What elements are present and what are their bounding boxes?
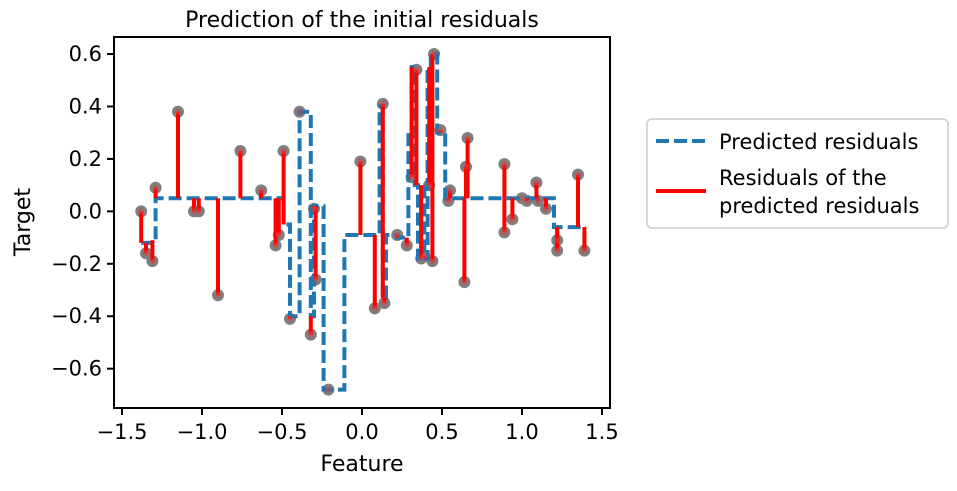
y-tick-label: 0.2 [69, 147, 102, 171]
y-tick-label: 0.4 [69, 94, 102, 118]
x-tick-label: 1.5 [585, 420, 618, 444]
data-point-center [403, 242, 410, 249]
data-point-center [509, 216, 516, 223]
x-tick-label: 1.0 [505, 420, 538, 444]
data-point-center [149, 258, 156, 265]
data-point-center [296, 108, 303, 115]
data-point-center [175, 108, 181, 115]
data-point-center [394, 231, 401, 238]
data-point-center [581, 247, 588, 254]
data-point-center [447, 187, 453, 194]
data-point-center [272, 242, 279, 249]
data-point-center [258, 187, 265, 194]
data-point-center [408, 174, 415, 181]
data-point-center [195, 208, 202, 215]
y-tick-label: −0.4 [51, 304, 102, 328]
data-point-center [554, 247, 561, 254]
x-tick-label: 0.5 [425, 420, 458, 444]
data-point-center [543, 205, 549, 212]
legend-label-residuals-line2: predicted residuals [719, 194, 919, 218]
data-point-center [307, 331, 314, 338]
y-tick-label: −0.2 [51, 252, 102, 276]
data-point-center [501, 229, 508, 236]
data-point-center [237, 148, 244, 155]
plot-area [135, 48, 591, 396]
data-point-center [437, 127, 444, 134]
data-point-center [461, 279, 468, 286]
data-point-center [533, 179, 540, 186]
data-point-center [381, 300, 388, 307]
data-point-center [143, 250, 149, 257]
data-point-center [287, 315, 293, 322]
data-point-center [523, 197, 530, 204]
data-point-center [535, 197, 541, 204]
data-point-center [426, 182, 433, 189]
x-axis-label: Feature [320, 452, 403, 477]
data-point-center [275, 231, 282, 238]
data-point-center [575, 171, 581, 178]
data-point-center [554, 237, 561, 244]
data-point-center [463, 163, 469, 170]
data-point-center [138, 208, 145, 215]
data-point-center [215, 292, 221, 299]
y-axis-label: Target [11, 188, 36, 257]
data-point-center [325, 386, 332, 393]
predicted-residuals-line [141, 52, 586, 392]
y-axis: −0.6 −0.4 −0.2 0.0 0.2 0.4 0.6 [51, 42, 114, 381]
legend-label-residuals-line1: Residuals of the [719, 166, 887, 190]
data-point-center [280, 148, 287, 155]
data-point-center [357, 158, 364, 165]
data-point-center [464, 134, 471, 141]
x-axis: −1.5 −1.0 −0.5 0.0 0.5 1.0 1.5 [97, 408, 619, 444]
data-point-center [431, 51, 437, 58]
data-point-center [519, 195, 525, 202]
y-tick-label: 0.0 [69, 199, 102, 223]
x-tick-label: −0.5 [257, 420, 308, 444]
legend-label-predicted: Predicted residuals [719, 130, 918, 154]
data-point-center [429, 258, 436, 265]
data-point-center [311, 205, 317, 212]
x-tick-label: −1.5 [97, 420, 148, 444]
data-point-center [421, 252, 428, 259]
data-point-center [152, 184, 159, 191]
data-point-center [191, 208, 197, 215]
y-tick-label: 0.6 [69, 42, 102, 66]
x-tick-label: −1.0 [177, 420, 228, 444]
x-tick-label: 0.0 [345, 420, 378, 444]
data-point-center [445, 197, 452, 204]
legend-box [646, 118, 949, 229]
data-point-center [501, 161, 508, 168]
data-point-center [379, 100, 386, 107]
data-point-center [312, 276, 319, 283]
y-tick-label: −0.6 [51, 357, 102, 381]
chart-title: Prediction of the initial residuals [185, 8, 539, 33]
legend: Predicted residuals Residuals of the pre… [646, 118, 949, 229]
data-point-center [371, 305, 378, 312]
data-point-center [413, 66, 420, 73]
